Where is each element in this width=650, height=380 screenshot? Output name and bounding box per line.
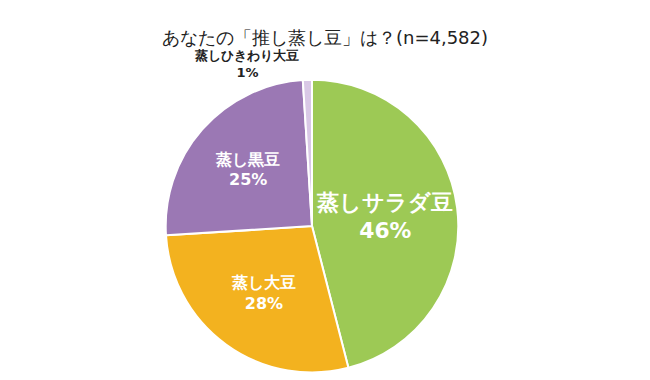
svg-text:あなたの「推し蒸し豆」は？(n=4,582): あなたの「推し蒸し豆」は？(n=4,582) (162, 27, 488, 48)
svg-text:蒸しサラダ豆46%: 蒸しサラダ豆46% (316, 190, 453, 243)
svg-text:蒸し黒豆25%: 蒸し黒豆25% (215, 150, 280, 190)
svg-text:蒸し大豆28%: 蒸し大豆28% (231, 273, 296, 313)
svg-text:蒸しひきわり大豆1%: 蒸しひきわり大豆1% (194, 48, 299, 80)
